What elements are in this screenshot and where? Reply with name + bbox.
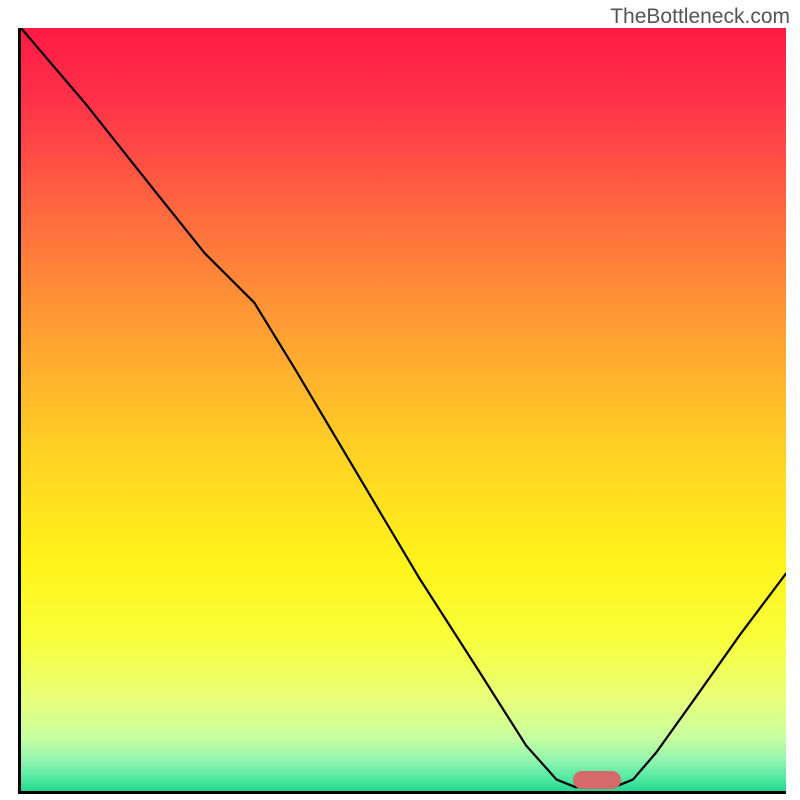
optimal-range-marker (573, 771, 621, 789)
bottleneck-curve (21, 28, 786, 791)
watermark-text: TheBottleneck.com (610, 5, 790, 29)
plot-area (18, 28, 786, 794)
